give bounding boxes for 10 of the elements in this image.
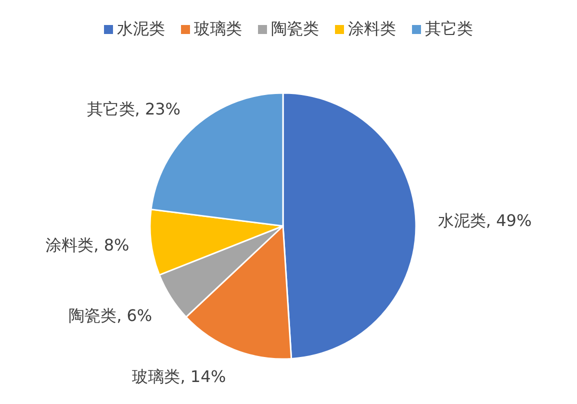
legend-label: 陶瓷类 bbox=[271, 19, 319, 38]
data-label: 玻璃类, 14% bbox=[132, 367, 226, 386]
data-label: 其它类, 23% bbox=[86, 100, 180, 119]
legend-label: 其它类 bbox=[425, 19, 473, 38]
legend-label: 水泥类 bbox=[117, 19, 165, 38]
data-label: 水泥类, 49% bbox=[438, 211, 532, 230]
data-label: 涂料类, 8% bbox=[46, 235, 130, 254]
legend-label: 涂料类 bbox=[348, 19, 396, 38]
data-label: 陶瓷类, 6% bbox=[68, 306, 152, 326]
legend-label: 玻璃类 bbox=[194, 19, 242, 38]
